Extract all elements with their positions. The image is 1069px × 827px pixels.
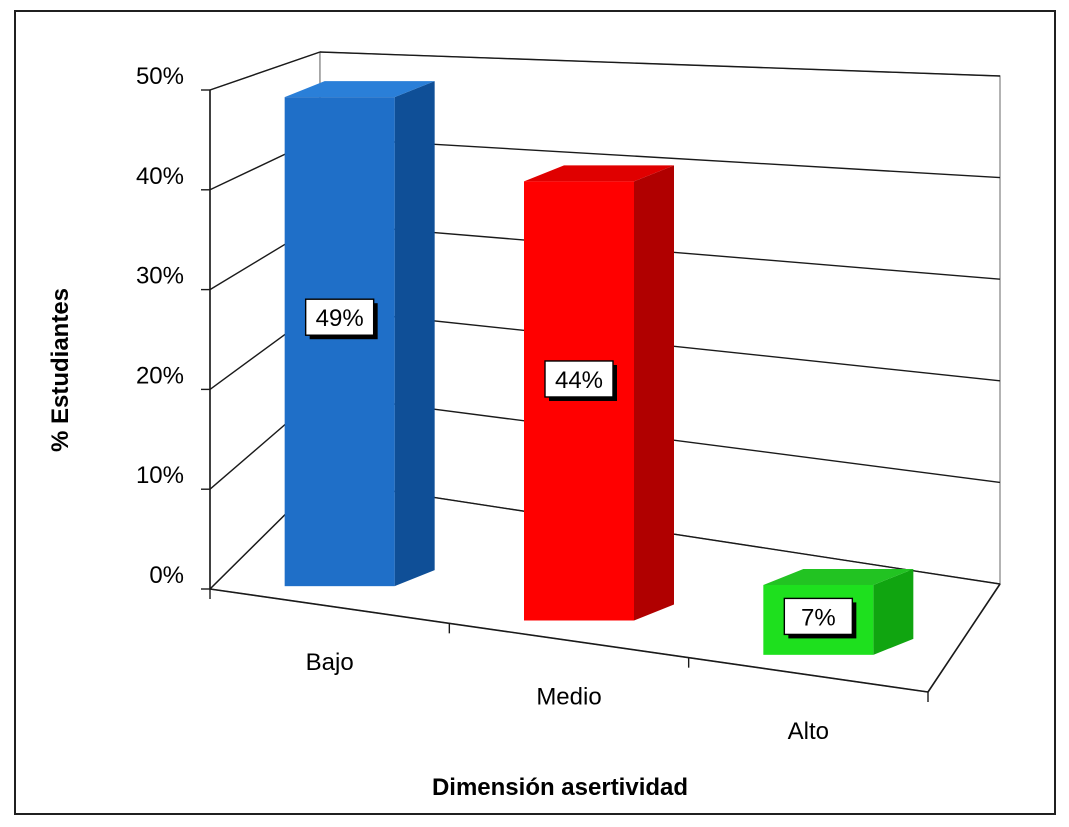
y-tick-label: 0%: [149, 562, 184, 589]
x-tick-label: Medio: [536, 684, 601, 711]
data-label-box: [544, 360, 614, 398]
x-axis-title: Dimensión asertividad: [432, 774, 688, 801]
data-label-box: [783, 597, 854, 636]
gridline: [319, 51, 1001, 77]
bar-top: [284, 81, 435, 98]
y-tick-label: 20%: [136, 362, 184, 389]
bar: [284, 97, 395, 587]
data-label: 49%: [316, 305, 364, 332]
x-tick-label: Alto: [788, 718, 829, 745]
chart-frame: 0% 10% 20% 30% 40% 50% 49% Bajo 44% Medio 7% Alto …: [14, 10, 1056, 815]
y-tick-label: 40%: [136, 163, 184, 190]
bar-side: [394, 81, 435, 587]
bar-side: [634, 165, 674, 621]
bars-layer: [284, 81, 914, 655]
y-tick-label: 30%: [136, 263, 184, 290]
y-tick-label: 10%: [136, 462, 184, 489]
x-axis-line: [209, 588, 929, 693]
bar-top: [524, 165, 674, 182]
gridline-side: [209, 51, 321, 91]
bar-side: [873, 568, 914, 655]
y-tick-label: 50%: [136, 63, 184, 90]
bar-top: [763, 568, 914, 585]
data-label: 7%: [801, 604, 836, 631]
labels-layer: 49% Bajo 44% Medio 7% Alto: [304, 298, 857, 745]
data-label-box: [304, 298, 375, 336]
data-label: 44%: [555, 367, 603, 394]
x-tick-label: Bajo: [306, 649, 354, 676]
floor-right-edge: [927, 583, 1001, 693]
y-axis-title: % Estudiantes: [47, 288, 74, 452]
bar-chart: 0%10%20%30%40%50% 49%Bajo44%Medio7%Alto …: [47, 51, 1002, 801]
